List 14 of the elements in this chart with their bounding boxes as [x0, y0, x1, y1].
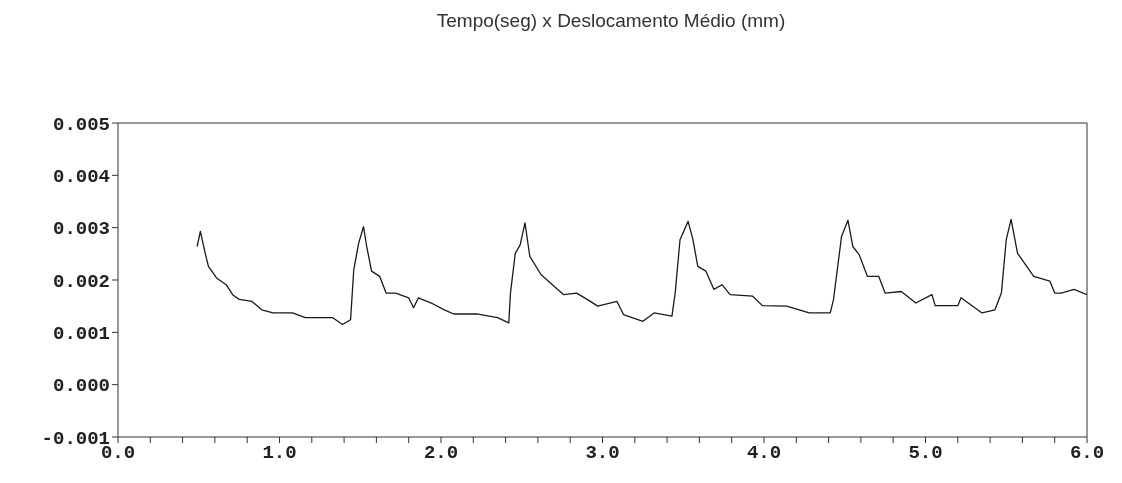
- x-tick-label: 2.0: [423, 442, 459, 465]
- x-tick-label: 1.0: [262, 442, 297, 465]
- y-tick-label: 0.003: [52, 218, 110, 241]
- y-tick-label: 0.000: [52, 375, 110, 398]
- x-tick-label: 5.0: [908, 442, 943, 465]
- y-tick-label: 0.005: [52, 113, 110, 136]
- line-series: [196, 218, 1087, 326]
- chart-title: Tempo(seg) x Deslocamento Médio (mm): [435, 9, 787, 33]
- y-tick-label: 0.001: [52, 323, 110, 346]
- x-tick-label: 4.0: [746, 442, 782, 465]
- x-tick-label: 6.0: [1069, 442, 1105, 465]
- y-tick-label: 0.004: [52, 166, 110, 189]
- y-tick-label: 0.002: [52, 270, 110, 293]
- x-tick-label: 3.0: [585, 442, 620, 465]
